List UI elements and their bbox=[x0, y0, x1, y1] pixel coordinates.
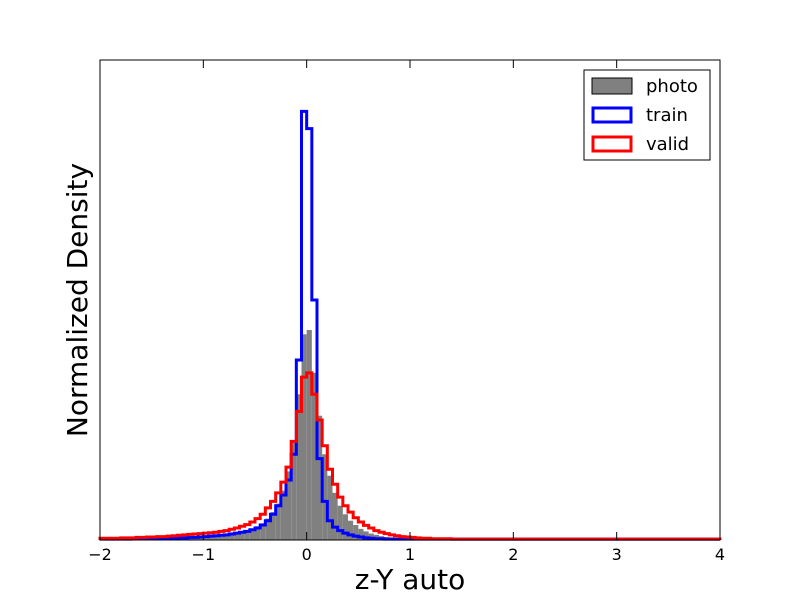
histogram-bar bbox=[275, 503, 281, 540]
x-axis-ticks: −2 −1 0 1 2 3 4 bbox=[88, 60, 725, 564]
histogram-bar bbox=[296, 394, 302, 540]
histogram-bar bbox=[301, 334, 307, 540]
legend-swatch-train bbox=[591, 106, 633, 124]
x-tick-label: −2 bbox=[88, 545, 112, 564]
histogram-bar bbox=[213, 534, 219, 540]
histogram-bar bbox=[229, 533, 235, 540]
histogram-bar bbox=[291, 441, 297, 540]
histogram-bar bbox=[239, 531, 245, 540]
legend-swatch-valid bbox=[591, 135, 633, 153]
histogram-bar bbox=[353, 525, 359, 540]
x-tick-label: −1 bbox=[192, 545, 216, 564]
histogram-bar bbox=[234, 532, 240, 540]
histogram-bar bbox=[311, 372, 317, 540]
histogram-bar bbox=[280, 490, 286, 540]
legend-label-photo: photo bbox=[646, 76, 698, 97]
histogram-bar bbox=[270, 512, 276, 540]
histogram-bar bbox=[218, 534, 224, 540]
y-axis-label: Normalized Density bbox=[61, 163, 94, 437]
histogram-bar bbox=[332, 492, 338, 540]
series-line-valid bbox=[98, 371, 722, 541]
legend-label-train: train bbox=[646, 105, 688, 126]
legend-swatch-photo bbox=[591, 77, 633, 95]
series-layer bbox=[98, 109, 722, 541]
histogram-bar bbox=[337, 505, 343, 540]
x-tick-label: 0 bbox=[302, 545, 312, 564]
histogram-bar bbox=[358, 528, 364, 540]
histogram-bar bbox=[224, 534, 230, 540]
histogram-bar bbox=[342, 514, 348, 540]
histogram-bar bbox=[286, 471, 292, 540]
histogram-bar bbox=[265, 518, 271, 540]
histogram-bar bbox=[363, 531, 369, 540]
x-tick-label: 2 bbox=[508, 545, 518, 564]
histogram-bar bbox=[260, 523, 266, 540]
legend-label-valid: valid bbox=[646, 134, 689, 155]
x-tick-label: 1 bbox=[405, 545, 415, 564]
x-tick-label: 3 bbox=[612, 545, 622, 564]
histogram-bar bbox=[244, 530, 250, 540]
histogram-bar bbox=[249, 528, 255, 540]
histogram-bar bbox=[327, 475, 333, 540]
histogram-bar bbox=[317, 415, 323, 540]
x-tick-label: 4 bbox=[715, 545, 725, 564]
legend: photo train valid bbox=[583, 69, 711, 161]
histogram-bar bbox=[348, 520, 354, 540]
histogram-bar bbox=[322, 454, 328, 540]
histogram-bar bbox=[255, 526, 261, 540]
x-axis-label: z-Y auto bbox=[355, 563, 466, 596]
histogram-bar bbox=[306, 330, 312, 540]
